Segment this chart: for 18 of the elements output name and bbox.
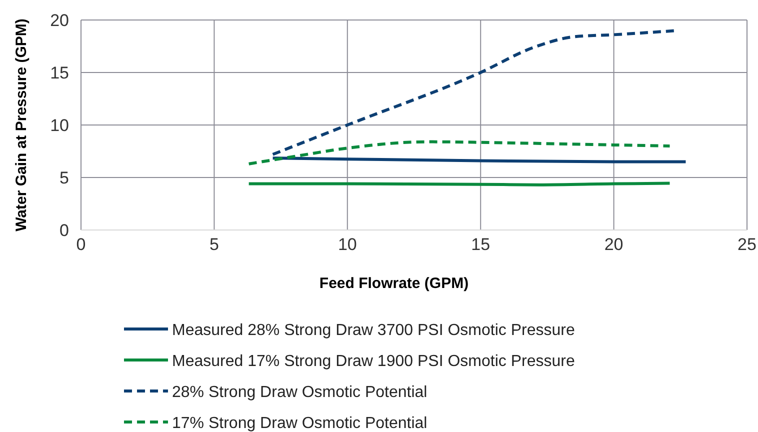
legend-label: 17% Strong Draw Osmotic Potential xyxy=(172,415,428,432)
line-series xyxy=(247,140,672,166)
x-axis-title: Feed Flowrate (GPM) xyxy=(319,275,469,292)
x-tick-label: 15 xyxy=(471,235,490,254)
legend-label: Measured 28% Strong Draw 3700 PSI Osmotic Pressure xyxy=(172,322,575,339)
y-tick-label: 20 xyxy=(50,11,69,30)
y-tick-label: 10 xyxy=(50,116,69,135)
y-tick-label: 15 xyxy=(50,64,69,82)
x-tick-label: 0 xyxy=(76,235,86,254)
x-tick-label: 20 xyxy=(604,235,624,254)
y-axis-title: Water Gain at Pressure (GPM) xyxy=(13,18,30,232)
legend-label: 28% Strong Draw Osmotic Potential xyxy=(172,384,428,401)
legend-label: Measured 17% Strong Draw 1900 PSI Osmotic Pressure xyxy=(172,353,575,370)
y-tick-label: 5 xyxy=(60,168,69,188)
x-tick-label: 10 xyxy=(338,235,357,254)
x-tick-label: 25 xyxy=(738,235,756,254)
y-tick-label: 0 xyxy=(60,221,69,240)
x-tick-label: 5 xyxy=(209,235,219,254)
